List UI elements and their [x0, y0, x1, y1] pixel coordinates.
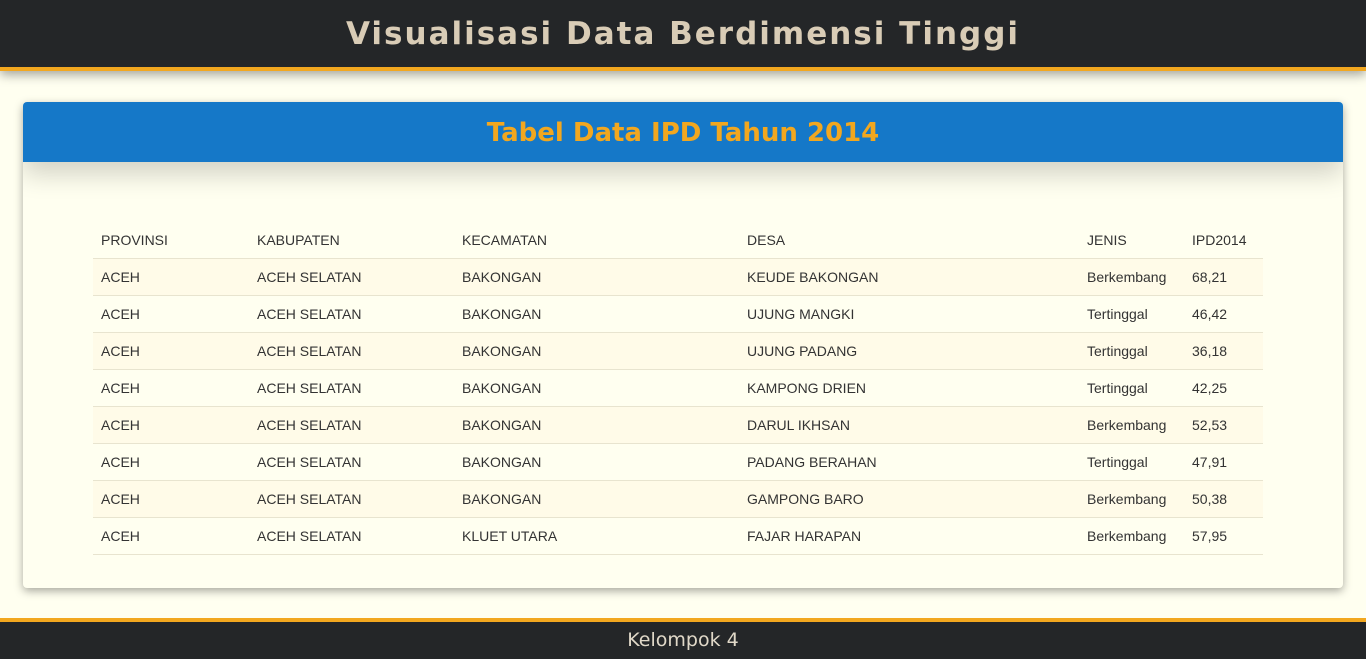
cell-provinsi: ACEH [93, 443, 249, 481]
page-title: Visualisasi Data Berdimensi Tinggi [345, 16, 1021, 52]
cell-kabupaten: ACEH SELATAN [249, 406, 454, 444]
column-header-provinsi: PROVINSI [93, 221, 249, 259]
cell-ipd2014: 36,18 [1184, 332, 1263, 370]
cell-ipd2014: 68,21 [1184, 258, 1263, 296]
cell-ipd2014: 52,53 [1184, 406, 1263, 444]
cell-kabupaten: ACEH SELATAN [249, 443, 454, 481]
cell-kecamatan: BAKONGAN [454, 332, 739, 370]
cell-ipd2014: 47,91 [1184, 443, 1263, 481]
card-title: Tabel Data IPD Tahun 2014 [486, 118, 880, 148]
cell-provinsi: ACEH [93, 295, 249, 333]
table-row: ACEH ACEH SELATAN BAKONGAN KEUDE BAKONGA… [93, 258, 1263, 296]
cell-desa: GAMPONG BARO [739, 480, 1079, 518]
column-header-ipd2014: IPD2014 [1184, 221, 1263, 259]
cell-kabupaten: ACEH SELATAN [249, 332, 454, 370]
table-header-row: PROVINSI KABUPATEN KECAMATAN DESA JENIS … [93, 221, 1263, 259]
cell-jenis: Berkembang [1079, 258, 1184, 296]
cell-kabupaten: ACEH SELATAN [249, 517, 454, 555]
table-row: ACEH ACEH SELATAN BAKONGAN PADANG BERAHA… [93, 443, 1263, 481]
cell-desa: KEUDE BAKONGAN [739, 258, 1079, 296]
cell-provinsi: ACEH [93, 369, 249, 407]
table-row: ACEH ACEH SELATAN BAKONGAN GAMPONG BARO … [93, 480, 1263, 518]
cell-jenis: Berkembang [1079, 480, 1184, 518]
footer-text: Kelompok 4 [627, 629, 739, 651]
table-card: Tabel Data IPD Tahun 2014 PROVINSI KABUP… [23, 102, 1343, 588]
cell-ipd2014: 42,25 [1184, 369, 1263, 407]
cell-kabupaten: ACEH SELATAN [249, 258, 454, 296]
table-row: ACEH ACEH SELATAN BAKONGAN UJUNG PADANG … [93, 332, 1263, 370]
cell-provinsi: ACEH [93, 258, 249, 296]
cell-kabupaten: ACEH SELATAN [249, 369, 454, 407]
column-header-jenis: JENIS [1079, 221, 1184, 259]
cell-kabupaten: ACEH SELATAN [249, 295, 454, 333]
cell-desa: UJUNG PADANG [739, 332, 1079, 370]
cell-kecamatan: BAKONGAN [454, 480, 739, 518]
table-row: ACEH ACEH SELATAN BAKONGAN KAMPONG DRIEN… [93, 369, 1263, 407]
cell-provinsi: ACEH [93, 406, 249, 444]
cell-kecamatan: BAKONGAN [454, 369, 739, 407]
cell-ipd2014: 46,42 [1184, 295, 1263, 333]
cell-provinsi: ACEH [93, 517, 249, 555]
card-header: Tabel Data IPD Tahun 2014 [23, 102, 1343, 162]
cell-desa: UJUNG MANGKI [739, 295, 1079, 333]
cell-desa: FAJAR HARAPAN [739, 517, 1079, 555]
cell-kabupaten: ACEH SELATAN [249, 480, 454, 518]
footer: Kelompok 4 [0, 618, 1366, 659]
column-header-kecamatan: KECAMATAN [454, 221, 739, 259]
cell-desa: DARUL IKHSAN [739, 406, 1079, 444]
ipd-data-table: PROVINSI KABUPATEN KECAMATAN DESA JENIS … [93, 221, 1263, 555]
table-row: ACEH ACEH SELATAN BAKONGAN DARUL IKHSAN … [93, 406, 1263, 444]
cell-ipd2014: 57,95 [1184, 517, 1263, 555]
cell-kecamatan: BAKONGAN [454, 443, 739, 481]
cell-provinsi: ACEH [93, 332, 249, 370]
top-header: Visualisasi Data Berdimensi Tinggi [0, 0, 1366, 71]
cell-jenis: Berkembang [1079, 517, 1184, 555]
cell-kecamatan: BAKONGAN [454, 406, 739, 444]
cell-jenis: Tertinggal [1079, 295, 1184, 333]
cell-jenis: Berkembang [1079, 406, 1184, 444]
cell-kecamatan: BAKONGAN [454, 258, 739, 296]
cell-ipd2014: 50,38 [1184, 480, 1263, 518]
cell-jenis: Tertinggal [1079, 369, 1184, 407]
table-row: ACEH ACEH SELATAN KLUET UTARA FAJAR HARA… [93, 517, 1263, 555]
column-header-desa: DESA [739, 221, 1079, 259]
cell-kecamatan: BAKONGAN [454, 295, 739, 333]
table-row: ACEH ACEH SELATAN BAKONGAN UJUNG MANGKI … [93, 295, 1263, 333]
cell-jenis: Tertinggal [1079, 332, 1184, 370]
cell-jenis: Tertinggal [1079, 443, 1184, 481]
cell-desa: PADANG BERAHAN [739, 443, 1079, 481]
cell-provinsi: ACEH [93, 480, 249, 518]
cell-desa: KAMPONG DRIEN [739, 369, 1079, 407]
column-header-kabupaten: KABUPATEN [249, 221, 454, 259]
cell-kecamatan: KLUET UTARA [454, 517, 739, 555]
